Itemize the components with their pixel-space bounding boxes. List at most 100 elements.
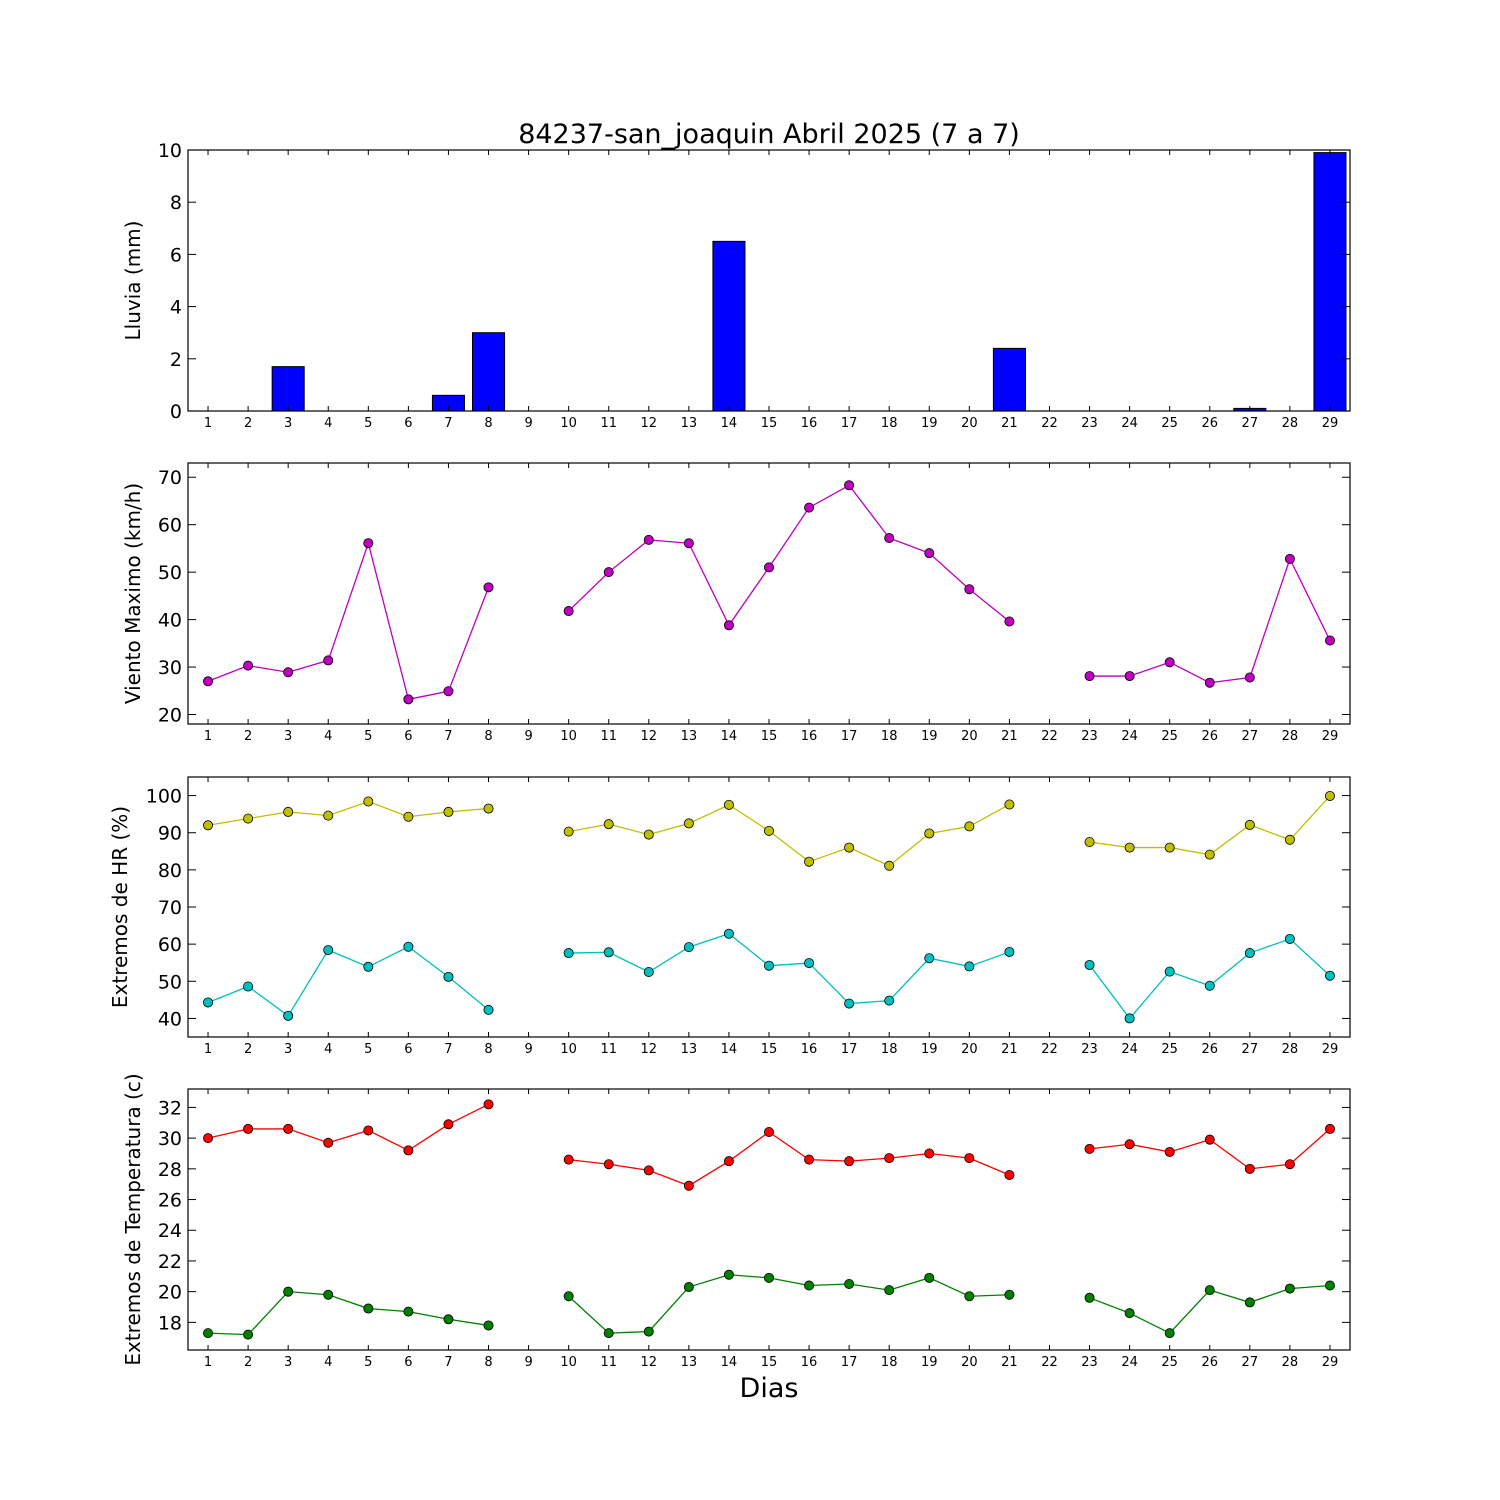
x-tick-label: 8 xyxy=(484,416,492,431)
point-series-2-day-25 xyxy=(1164,966,1175,977)
x-tick-label: 11 xyxy=(600,729,617,744)
x-tick-label: 1 xyxy=(204,1042,212,1057)
x-tick-label: 29 xyxy=(1322,1355,1339,1370)
y-tick-label: 28 xyxy=(158,1159,182,1181)
y-axis-label: Extremos de HR (%) xyxy=(108,806,132,1008)
x-tick-label: 1 xyxy=(204,729,212,744)
point-series-1-day-13 xyxy=(683,538,694,549)
y-axis-label: Extremos de Temperatura (c) xyxy=(121,1073,145,1365)
x-tick-label: 8 xyxy=(484,729,492,744)
point-series-1-day-25 xyxy=(1164,842,1175,853)
x-tick-label: 18 xyxy=(881,416,898,431)
point-series-1-day-23 xyxy=(1084,671,1095,682)
point-series-1-day-27 xyxy=(1244,1163,1255,1174)
point-series-2-day-15 xyxy=(764,1272,775,1283)
point-series-1-day-15 xyxy=(764,1126,775,1137)
point-series-1-day-4 xyxy=(323,655,334,666)
y-tick-label: 24 xyxy=(158,1220,182,1242)
point-series-2-day-4 xyxy=(323,1289,334,1300)
x-tick-label: 4 xyxy=(324,1042,332,1057)
point-series-1-day-26 xyxy=(1204,1134,1215,1145)
point-series-1-day-5 xyxy=(363,796,374,807)
point-series-2-day-12 xyxy=(643,1326,654,1337)
y-axis-label: Viento Maximo (km/h) xyxy=(121,483,145,704)
point-series-1-day-15 xyxy=(764,562,775,573)
x-tick-label: 22 xyxy=(1041,1042,1058,1057)
x-tick-label: 3 xyxy=(284,416,292,431)
x-tick-label: 9 xyxy=(524,729,532,744)
x-tick-label: 27 xyxy=(1242,1355,1259,1370)
x-tick-label: 29 xyxy=(1322,729,1339,744)
point-series-1-day-26 xyxy=(1204,677,1215,688)
point-series-1-day-18 xyxy=(884,532,895,543)
x-tick-label: 11 xyxy=(600,1042,617,1057)
series-2-line xyxy=(568,1274,1010,1334)
point-series-1-day-26 xyxy=(1204,849,1215,860)
point-series-2-day-11 xyxy=(603,947,614,958)
x-tick-label: 12 xyxy=(641,1355,658,1370)
point-series-1-day-4 xyxy=(323,1137,334,1148)
x-tick-label: 6 xyxy=(404,1355,412,1370)
point-series-1-day-28 xyxy=(1284,553,1295,564)
point-series-1-day-19 xyxy=(924,828,935,839)
point-series-1-day-5 xyxy=(363,1125,374,1136)
y-tick-label: 30 xyxy=(158,1128,182,1150)
x-tick-label: 2 xyxy=(244,1355,252,1370)
y-tick-label: 32 xyxy=(158,1097,182,1119)
point-series-2-day-20 xyxy=(964,961,975,972)
x-tick-label: 5 xyxy=(364,1355,372,1370)
point-series-1-day-28 xyxy=(1284,834,1295,845)
point-series-2-day-29 xyxy=(1324,1280,1335,1291)
x-tick-label: 27 xyxy=(1242,416,1259,431)
x-tick-label: 28 xyxy=(1282,1042,1299,1057)
x-tick-label: 8 xyxy=(484,1042,492,1057)
point-series-2-day-24 xyxy=(1124,1308,1135,1319)
x-tick-label: 16 xyxy=(801,729,818,744)
point-series-1-day-2 xyxy=(243,813,254,824)
x-tick-label: 7 xyxy=(444,729,452,744)
x-tick-label: 12 xyxy=(641,1042,658,1057)
x-tick-label: 12 xyxy=(641,416,658,431)
x-tick-label: 3 xyxy=(284,1042,292,1057)
y-tick-label: 6 xyxy=(170,244,182,266)
point-series-1-day-10 xyxy=(563,606,574,617)
point-series-2-day-4 xyxy=(323,945,334,956)
x-tick-label: 3 xyxy=(284,729,292,744)
x-tick-label: 2 xyxy=(244,1042,252,1057)
x-tick-label: 19 xyxy=(921,1042,938,1057)
point-series-1-day-29 xyxy=(1324,790,1335,801)
point-series-1-day-2 xyxy=(243,660,254,671)
point-series-2-day-27 xyxy=(1244,948,1255,959)
y-tick-label: 60 xyxy=(158,515,182,537)
point-series-1-day-13 xyxy=(683,818,694,829)
x-tick-label: 29 xyxy=(1322,1042,1339,1057)
x-tick-label: 27 xyxy=(1242,729,1259,744)
x-tick-label: 2 xyxy=(244,416,252,431)
point-series-2-day-12 xyxy=(643,967,654,978)
point-series-1-day-12 xyxy=(643,829,654,840)
point-series-1-day-13 xyxy=(683,1180,694,1191)
x-tick-label: 22 xyxy=(1041,729,1058,744)
point-series-1-day-17 xyxy=(844,1156,855,1167)
x-tick-label: 17 xyxy=(841,416,858,431)
point-series-1-day-4 xyxy=(323,810,334,821)
y-tick-label: 60 xyxy=(158,934,182,956)
x-tick-label: 26 xyxy=(1201,1355,1218,1370)
point-series-1-day-1 xyxy=(203,820,214,831)
point-series-2-day-3 xyxy=(283,1286,294,1297)
x-tick-label: 20 xyxy=(961,1042,978,1057)
x-tick-label: 16 xyxy=(801,1355,818,1370)
point-series-1-day-11 xyxy=(603,819,614,830)
point-series-1-day-17 xyxy=(844,480,855,491)
x-tick-label: 27 xyxy=(1242,1042,1259,1057)
point-series-1-day-29 xyxy=(1324,1123,1335,1134)
point-series-1-day-6 xyxy=(403,694,414,705)
bar-day-29 xyxy=(1313,152,1347,412)
point-series-2-day-14 xyxy=(723,1269,734,1280)
series-2-line xyxy=(207,945,489,1017)
x-tick-label: 15 xyxy=(761,729,778,744)
x-tick-label: 28 xyxy=(1282,729,1299,744)
x-tick-label: 23 xyxy=(1081,1042,1098,1057)
figure-title: 84237-san_joaquin Abril 2025 (7 a 7) xyxy=(518,119,1020,150)
